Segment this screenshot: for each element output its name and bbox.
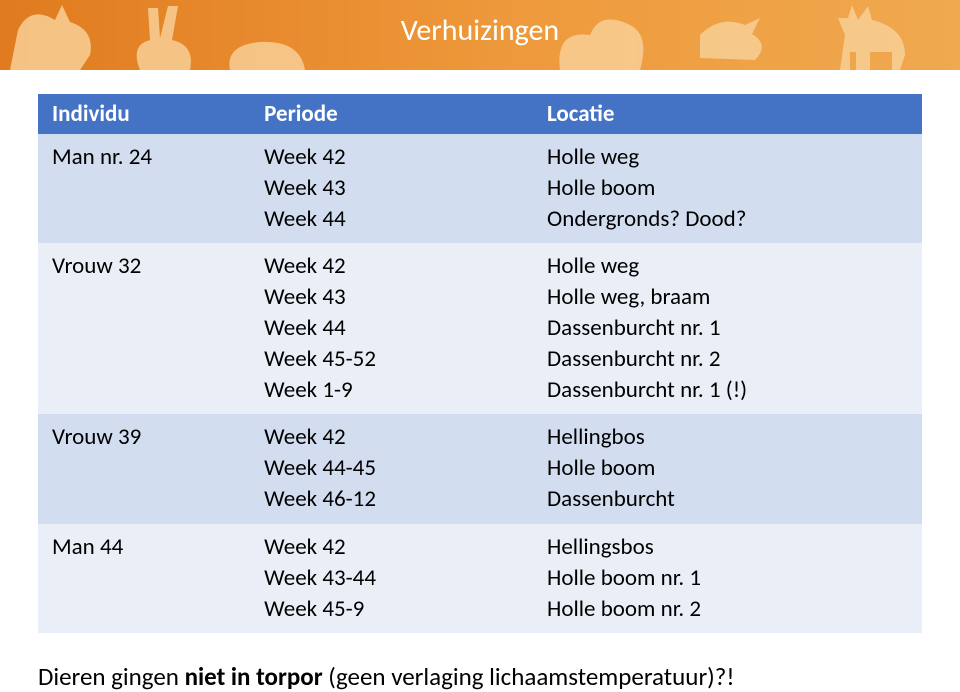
cell-locatie: Hellingsbos Holle boom nr. 1 Holle boom …: [533, 524, 922, 633]
cell-periode: Week 42 Week 43 Week 44 Week 45-52 Week …: [250, 243, 533, 414]
cell-individu: Man nr. 24: [38, 134, 250, 243]
col-header-locatie: Locatie: [533, 94, 922, 134]
cell-locatie: Hellingbos Holle boom Dassenburcht: [533, 414, 922, 523]
cell-periode: Week 42 Week 43 Week 44: [250, 134, 533, 243]
verhuizingen-table: Individu Periode Locatie Man nr. 24Week …: [38, 94, 922, 633]
slide-title: Verhuizingen: [0, 12, 960, 49]
cell-individu: Vrouw 32: [38, 243, 250, 414]
cell-periode: Week 42 Week 43-44 Week 45-9: [250, 524, 533, 633]
cell-periode: Week 42 Week 44-45 Week 46-12: [250, 414, 533, 523]
col-header-individu: Individu: [38, 94, 250, 134]
footnote-bold: niet in torpor: [185, 661, 323, 692]
cell-individu: Man 44: [38, 524, 250, 633]
cell-locatie: Holle weg Holle weg, braam Dassenburcht …: [533, 243, 922, 414]
table-row: Vrouw 32Week 42 Week 43 Week 44 Week 45-…: [38, 243, 922, 414]
slide-content: Individu Periode Locatie Man nr. 24Week …: [0, 70, 960, 692]
footnote-post: (geen verlaging lichaamstemperatuur)?!: [323, 661, 735, 692]
footnote-pre: Dieren gingen: [38, 661, 185, 692]
title-banner: Verhuizingen: [0, 0, 960, 70]
cell-locatie: Holle weg Holle boom Ondergronds? Dood?: [533, 134, 922, 243]
table-row: Vrouw 39Week 42 Week 44-45 Week 46-12Hel…: [38, 414, 922, 523]
table-row: Man nr. 24Week 42 Week 43 Week 44Holle w…: [38, 134, 922, 243]
table-row: Man 44Week 42 Week 43-44 Week 45-9Hellin…: [38, 524, 922, 633]
col-header-periode: Periode: [250, 94, 533, 134]
cell-individu: Vrouw 39: [38, 414, 250, 523]
footnote: Dieren gingen niet in torpor (geen verla…: [38, 661, 922, 692]
